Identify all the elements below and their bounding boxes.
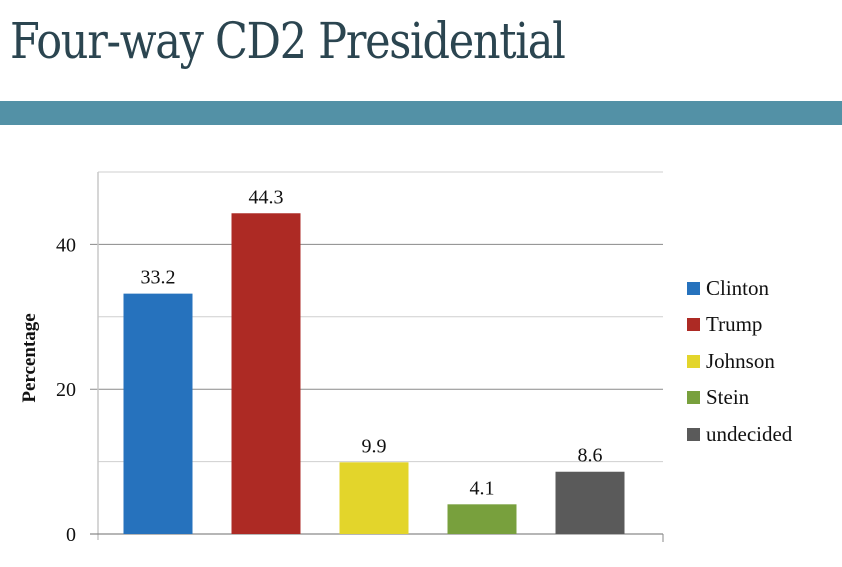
legend-label: Clinton — [706, 275, 770, 300]
y-tick-label: 40 — [56, 234, 76, 256]
bar-trump — [231, 213, 301, 534]
y-tick-labels: 0 20 40 — [56, 234, 76, 546]
bar-clinton — [123, 293, 193, 534]
y-tick-label: 0 — [66, 524, 76, 546]
legend-label: undecided — [706, 421, 793, 446]
value-label-johnson: 9.9 — [362, 435, 387, 457]
bar-stein — [447, 504, 517, 534]
legend-label: Stein — [706, 385, 750, 410]
legend-swatch — [687, 281, 700, 295]
value-label-stein: 4.1 — [470, 477, 495, 499]
legend-swatch — [687, 354, 700, 368]
legend-swatch — [687, 318, 700, 332]
bars — [123, 213, 625, 534]
value-label-clinton: 33.2 — [141, 267, 176, 289]
legend-item-undecided: undecided — [687, 416, 792, 453]
value-label-trump: 44.3 — [249, 186, 284, 208]
value-labels: 33.2 44.3 9.9 4.1 8.6 — [141, 186, 603, 499]
bar-undecided — [555, 471, 625, 534]
value-label-undecided: 8.6 — [578, 445, 603, 467]
title-band — [0, 101, 842, 125]
legend: Clinton Trump Johnson Stein undecided — [687, 270, 792, 453]
y-tick-label: 20 — [56, 379, 76, 401]
legend-item-clinton: Clinton — [687, 270, 792, 307]
legend-label: Trump — [706, 312, 763, 337]
legend-swatch — [687, 391, 700, 405]
legend-swatch — [687, 427, 700, 441]
legend-label: Johnson — [706, 348, 775, 373]
y-axis-label: Percentage — [19, 313, 40, 402]
slide-title: Four-way CD2 Presidential — [10, 12, 566, 70]
bar-johnson — [339, 462, 409, 534]
legend-item-johnson: Johnson — [687, 343, 792, 380]
legend-item-trump: Trump — [687, 307, 792, 344]
legend-item-stein: Stein — [687, 380, 792, 417]
